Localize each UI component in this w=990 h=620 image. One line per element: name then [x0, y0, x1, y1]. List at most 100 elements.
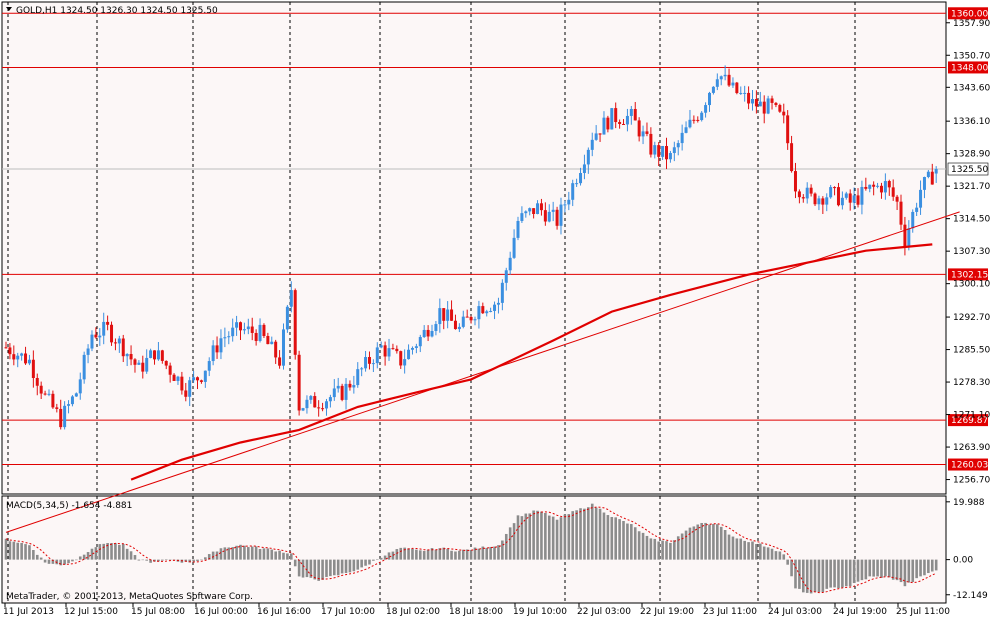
candle-body: [332, 388, 336, 398]
macd-bar: [321, 559, 324, 580]
candle-body: [641, 131, 645, 137]
candle-body: [180, 376, 184, 391]
macd-bar: [790, 559, 793, 577]
candle-body: [684, 127, 688, 133]
candle-body: [469, 316, 473, 321]
candle-body: [16, 355, 20, 360]
candle-body: [270, 341, 274, 345]
candle-body: [836, 187, 840, 206]
macd-bar: [407, 548, 410, 560]
macd-bar: [43, 559, 47, 563]
candle-body: [504, 270, 508, 283]
candle-body: [864, 186, 868, 189]
candle-body: [731, 82, 735, 86]
macd-bar: [833, 559, 836, 588]
candle-body: [203, 370, 207, 382]
moving-average-line: [130, 243, 933, 481]
macd-bar: [802, 559, 805, 593]
macd-bar: [512, 523, 516, 560]
candle-body: [321, 408, 325, 410]
vertical-gridlines: [7, 2, 856, 603]
candle-body: [657, 145, 661, 157]
y-tick-label: 1321.70: [953, 182, 990, 192]
macd-bar: [622, 520, 625, 560]
y-tick-label: 1263.90: [953, 443, 990, 453]
candle-body: [590, 139, 594, 150]
dropdown-triangle-icon[interactable]: [6, 7, 12, 11]
macd-bar: [20, 542, 23, 560]
macd-bar: [645, 535, 649, 560]
macd-bar: [770, 548, 774, 560]
macd-bar: [665, 541, 668, 560]
macd-bar: [442, 547, 446, 560]
macd-bar: [372, 559, 375, 561]
candle-body: [747, 92, 751, 104]
macd-bar: [696, 524, 700, 560]
macd-bar: [841, 559, 844, 588]
macd-bar: [125, 548, 129, 560]
candle-body: [446, 309, 450, 321]
macd-bar: [594, 507, 598, 560]
candle-body: [653, 145, 657, 155]
candle-body: [227, 336, 231, 338]
candle-body: [633, 108, 637, 121]
candle-body: [231, 327, 235, 337]
macd-bar: [583, 508, 586, 560]
x-tick-label: 25 Jul 11:00: [896, 607, 950, 617]
macd-bar: [415, 549, 418, 560]
candle-body: [567, 199, 571, 205]
macd-bar: [704, 522, 707, 560]
candle-body: [317, 407, 321, 409]
macd-signal-line: [5, 506, 937, 594]
candle-body: [360, 368, 364, 370]
candle-body: [367, 357, 371, 364]
macd-bar: [708, 524, 711, 560]
y-tick-label: 1343.60: [953, 83, 990, 93]
macd-bar: [657, 541, 660, 560]
macd-bar: [247, 547, 250, 560]
candle-body: [301, 408, 305, 411]
candle-body: [289, 290, 293, 307]
macd-bar: [852, 559, 856, 584]
macd-bar: [751, 541, 754, 560]
macd-bar: [364, 559, 367, 566]
macd-bar: [934, 559, 938, 571]
candle-body: [688, 119, 692, 128]
macd-bar: [590, 503, 594, 560]
macd-bar: [747, 542, 750, 560]
macd-bar: [653, 538, 657, 560]
macd-bar: [661, 540, 664, 560]
candle-body: [715, 79, 719, 87]
candle-body: [399, 351, 403, 366]
macd-bar: [528, 513, 532, 560]
candle-body: [160, 350, 164, 361]
candle-body: [629, 108, 633, 116]
x-tick-label: 16 Jul 00:00: [194, 607, 248, 617]
macd-bar: [680, 533, 684, 560]
candle-body: [430, 330, 434, 337]
candle-body: [891, 187, 895, 197]
macd-bar: [907, 559, 911, 583]
candle-body: [610, 108, 614, 130]
macd-bar: [454, 551, 457, 560]
macd-bar: [258, 549, 262, 560]
macd-bar: [884, 559, 887, 577]
candle-body: [512, 237, 516, 258]
candle-body: [403, 359, 407, 366]
candle-body: [649, 133, 653, 155]
candle-body: [305, 399, 309, 409]
macd-bar: [102, 543, 106, 560]
macd-bar: [805, 559, 809, 593]
candle-body: [704, 105, 708, 113]
symbol-header: GOLD,H1 1324.50 1326.30 1324.50 1325.50: [16, 6, 218, 16]
candle-body: [250, 326, 254, 333]
candle-body: [313, 396, 317, 408]
candle-body: [750, 99, 754, 104]
trendline[interactable]: [5, 211, 960, 533]
macd-bar: [891, 559, 895, 580]
macd-bar: [47, 559, 51, 564]
candle-body: [149, 350, 153, 358]
candle-body: [90, 334, 94, 349]
price-panel[interactable]: [1, 1, 947, 495]
y-tick-label: 1271.10: [953, 411, 990, 421]
